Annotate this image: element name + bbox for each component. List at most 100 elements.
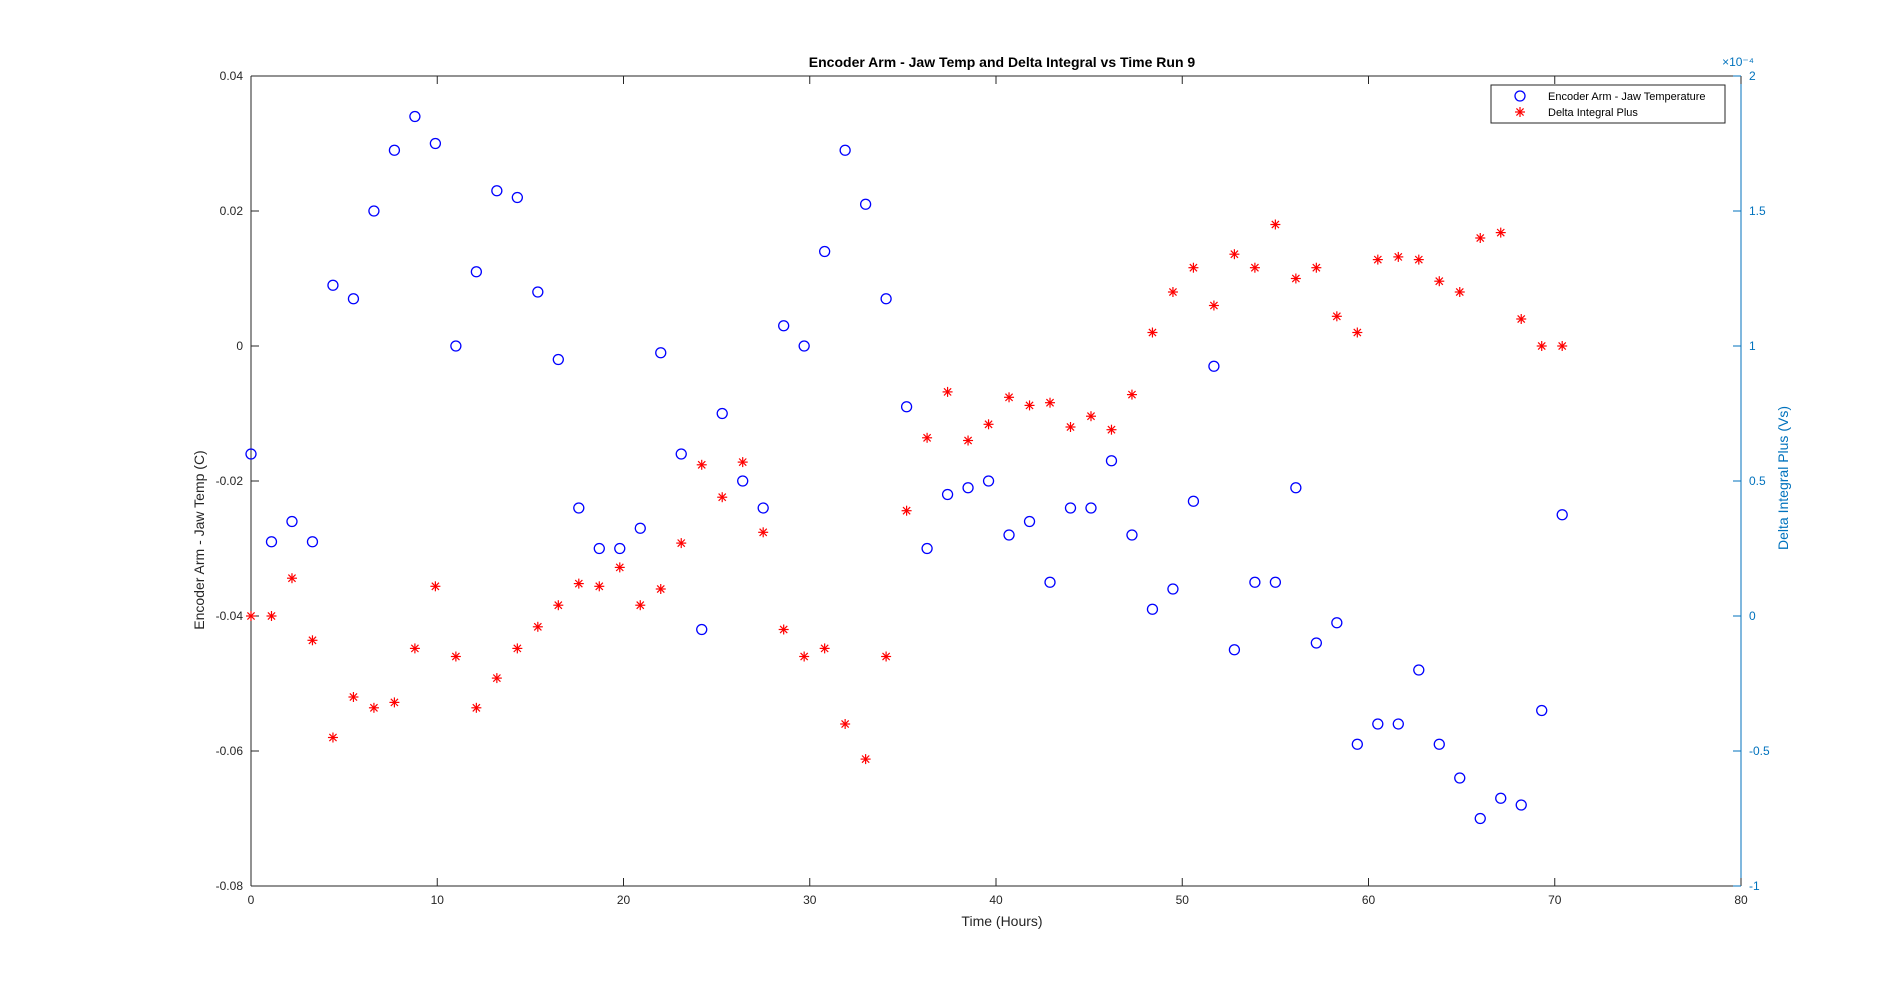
delta-data-point	[655, 584, 666, 594]
delta-data-point	[1249, 262, 1260, 273]
delta-data-point	[246, 611, 256, 621]
temp-data-point	[798, 340, 810, 352]
y-left-tick-label: 0.04	[220, 69, 244, 83]
delta-data-point	[307, 635, 318, 646]
temp-data-point	[614, 542, 626, 555]
temp-data-point	[1392, 718, 1404, 730]
temp-data-point	[470, 266, 483, 278]
temp-data-point	[1228, 644, 1241, 656]
delta-data-point	[676, 538, 687, 549]
delta-data-point	[922, 432, 933, 443]
legend-marker-temp	[1514, 90, 1526, 102]
delta-data-point	[717, 492, 728, 503]
temp-data-point	[1167, 583, 1179, 595]
delta-data-point	[901, 505, 912, 516]
delta-data-point	[963, 435, 974, 446]
temp-data-point	[1474, 812, 1486, 825]
temp-data-point	[327, 279, 339, 291]
y-right-tick-label: 1.5	[1749, 204, 1766, 218]
legend-box	[1490, 84, 1726, 124]
temp-data-point	[1556, 509, 1568, 521]
temp-data-point	[1413, 664, 1425, 676]
temp-data-point	[839, 144, 851, 156]
temp-data-point	[286, 515, 298, 528]
temp-data-point	[1187, 495, 1200, 507]
delta-data-point	[1208, 300, 1219, 311]
temp-data-point	[859, 198, 872, 210]
delta-data-point	[819, 643, 830, 654]
temp-data-point	[1126, 529, 1138, 541]
temp-data-point	[1515, 799, 1527, 811]
x-tick-label: 0	[248, 893, 255, 907]
delta-data-point	[1516, 314, 1527, 324]
temp-data-point	[368, 205, 380, 217]
temp-data-point	[737, 475, 749, 487]
y-right-tick-label: -1	[1749, 879, 1760, 893]
delta-data-point	[1270, 219, 1281, 230]
delta-data-point	[348, 692, 359, 702]
delta-data-point	[1454, 287, 1465, 297]
delta-data-point	[1188, 262, 1199, 273]
delta-data-point	[573, 578, 584, 589]
x-axis-label: Time (Hours)	[961, 913, 1042, 929]
delta-data-point	[532, 621, 543, 632]
delta-data-point	[512, 643, 523, 654]
y-right-tick-label: 2	[1749, 69, 1756, 83]
chart-title: Encoder Arm - Jaw Temp and Delta Integra…	[809, 54, 1196, 70]
delta-data-point	[1352, 327, 1363, 338]
temp-data-point	[511, 191, 523, 204]
temp-data-point	[306, 536, 319, 548]
temp-data-point	[716, 407, 728, 420]
delta-data-point	[1126, 389, 1137, 400]
axes-frame	[250, 75, 1742, 887]
temp-data-point	[1064, 502, 1077, 514]
delta-data-point	[471, 702, 482, 713]
y-right-axis-ticks: -1 -0.5 0 0.5 1 1.5 2	[1733, 69, 1770, 893]
y-right-axis-exponent: ×10⁻⁴	[1722, 55, 1754, 69]
temp-data-point	[552, 353, 564, 366]
delta-data-point	[430, 581, 441, 592]
delta-data-point	[1167, 287, 1178, 297]
delta-data-point	[368, 702, 379, 713]
temp-data-point	[593, 542, 605, 555]
y-left-tick-label: -0.08	[216, 879, 244, 893]
delta-data-point	[1413, 254, 1424, 265]
delta-data-point	[1536, 341, 1547, 351]
temp-data-point	[429, 137, 442, 150]
y-right-tick-label: 1	[1749, 339, 1756, 353]
delta-data-point	[1085, 411, 1096, 422]
temp-data-point	[450, 340, 462, 352]
delta-data-point	[1229, 249, 1240, 260]
legend: Encoder Arm - Jaw Temperature Delta Inte…	[1490, 84, 1726, 124]
temp-data-point	[265, 536, 278, 548]
temp-data-point	[941, 488, 954, 501]
y-right-tick-label: 0.5	[1749, 474, 1766, 488]
delta-data-point	[1434, 276, 1445, 287]
temp-data-point	[982, 475, 995, 487]
y-left-tick-label: 0	[236, 339, 243, 353]
temp-data-point	[388, 144, 401, 156]
temp-data-point	[1310, 637, 1322, 649]
delta-data-point	[1475, 233, 1486, 243]
delta-data-point	[778, 624, 789, 635]
delta-data-point	[389, 697, 400, 708]
y-right-tick-label: -0.5	[1749, 744, 1770, 758]
delta-data-point	[491, 673, 502, 684]
delta-data-point	[696, 459, 707, 470]
temp-data-point	[962, 482, 974, 494]
temp-data-point	[532, 286, 544, 298]
delta-data-point	[594, 581, 605, 592]
x-tick-label: 50	[1176, 893, 1190, 907]
delta-data-point	[614, 562, 625, 573]
temp-data-point	[573, 502, 585, 514]
delta-data-point	[1024, 400, 1035, 411]
x-tick-label: 30	[803, 893, 817, 907]
y-left-tick-label: 0.02	[220, 204, 244, 218]
temp-data-point	[1003, 529, 1015, 541]
temp-data-point	[634, 522, 646, 534]
delta-data-point	[1106, 424, 1117, 435]
delta-data-point	[860, 754, 871, 765]
x-tick-label: 40	[989, 893, 1003, 907]
delta-data-point	[327, 732, 338, 743]
